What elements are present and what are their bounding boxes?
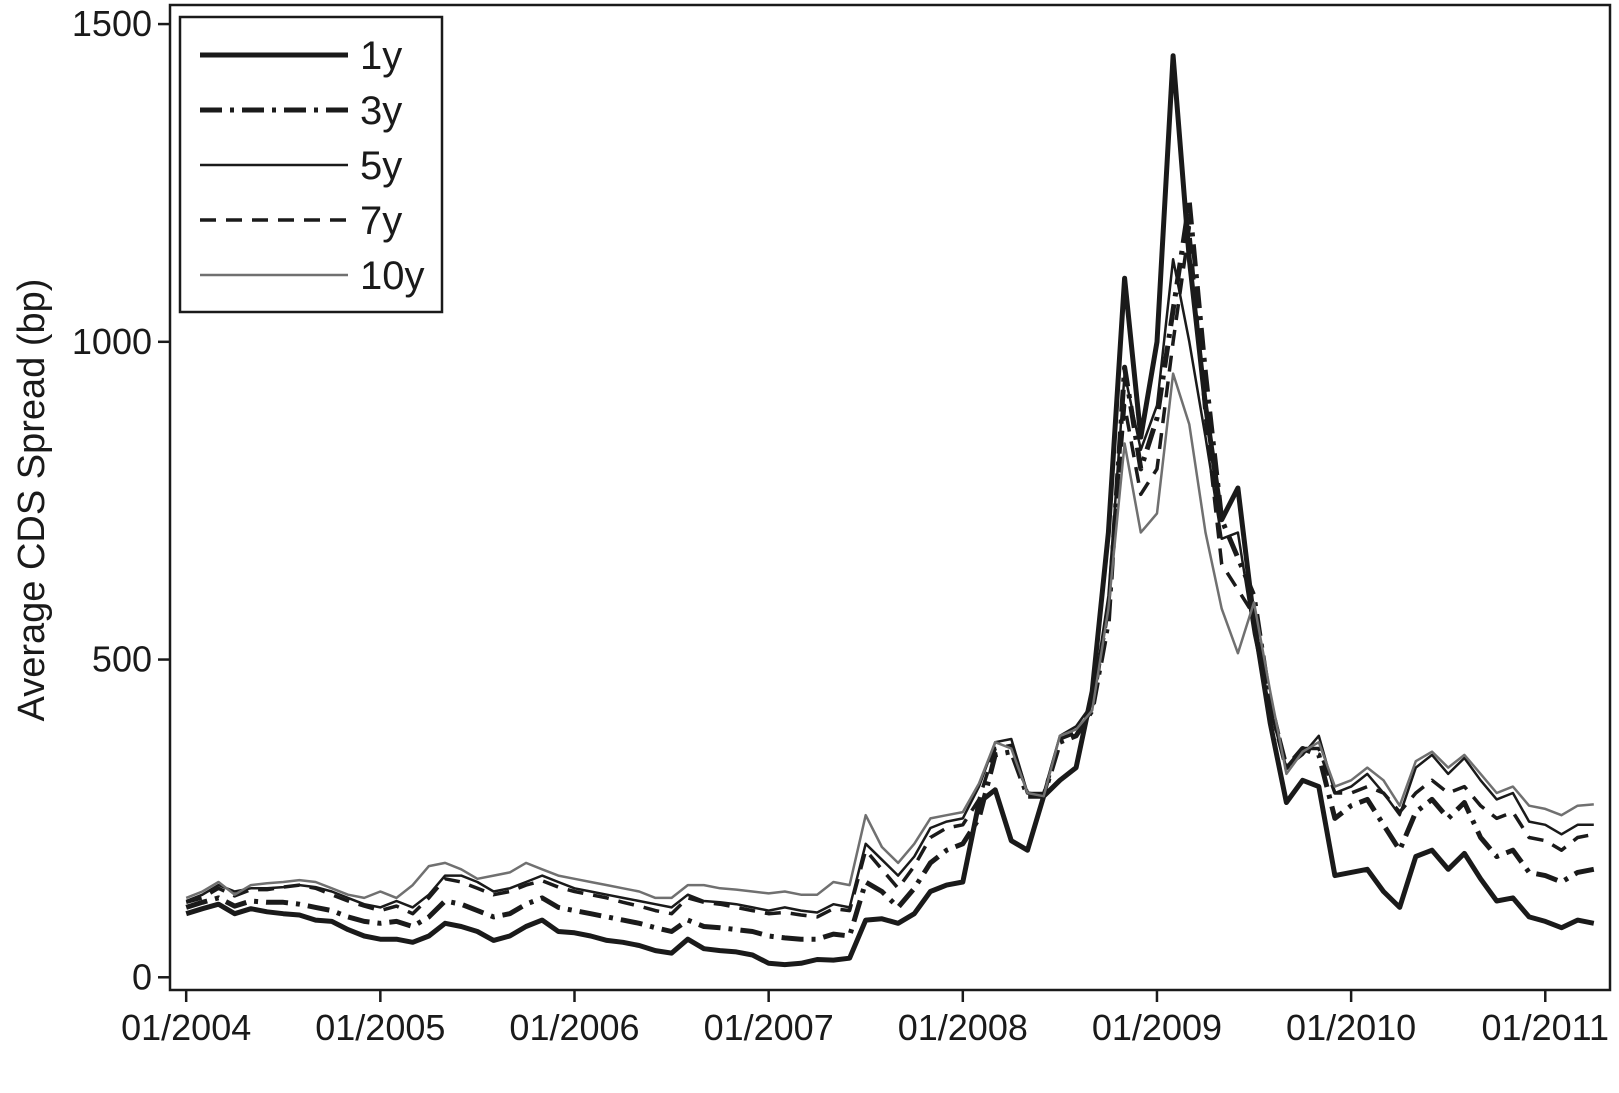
y-tick-label: 500 [92,639,152,680]
y-tick-label: 1500 [72,3,152,44]
x-tick-label: 01/2010 [1286,1007,1416,1048]
legend-label: 3y [360,89,402,133]
series-line [185,199,1595,942]
series-line [185,372,1594,900]
x-tick-label: 01/2005 [315,1007,445,1048]
legend-label: 7y [360,199,402,243]
y-tick-label: 1000 [72,321,152,362]
x-tick-label: 01/2006 [509,1007,639,1048]
legend-label: 5y [360,144,402,188]
x-tick-label: 01/2009 [1092,1007,1222,1048]
legend: 1y 3y 5y 7y 10y [178,15,444,314]
legend-label: 10y [360,254,425,298]
x-tick-label: 01/2008 [898,1007,1028,1048]
series-line [185,257,1594,914]
x-tick-label: 01/2004 [121,1007,251,1048]
y-tick-label: 0 [132,956,152,997]
x-tick-label: 01/2011 [1482,1007,1609,1048]
series-line [185,53,1595,968]
legend-label: 1y [360,34,402,78]
y-axis-label: Average CDS Spread (bp) [11,279,53,722]
series-line [185,225,1595,919]
plot-frame [168,3,1612,992]
x-tick-label: 01/2007 [704,1007,834,1048]
